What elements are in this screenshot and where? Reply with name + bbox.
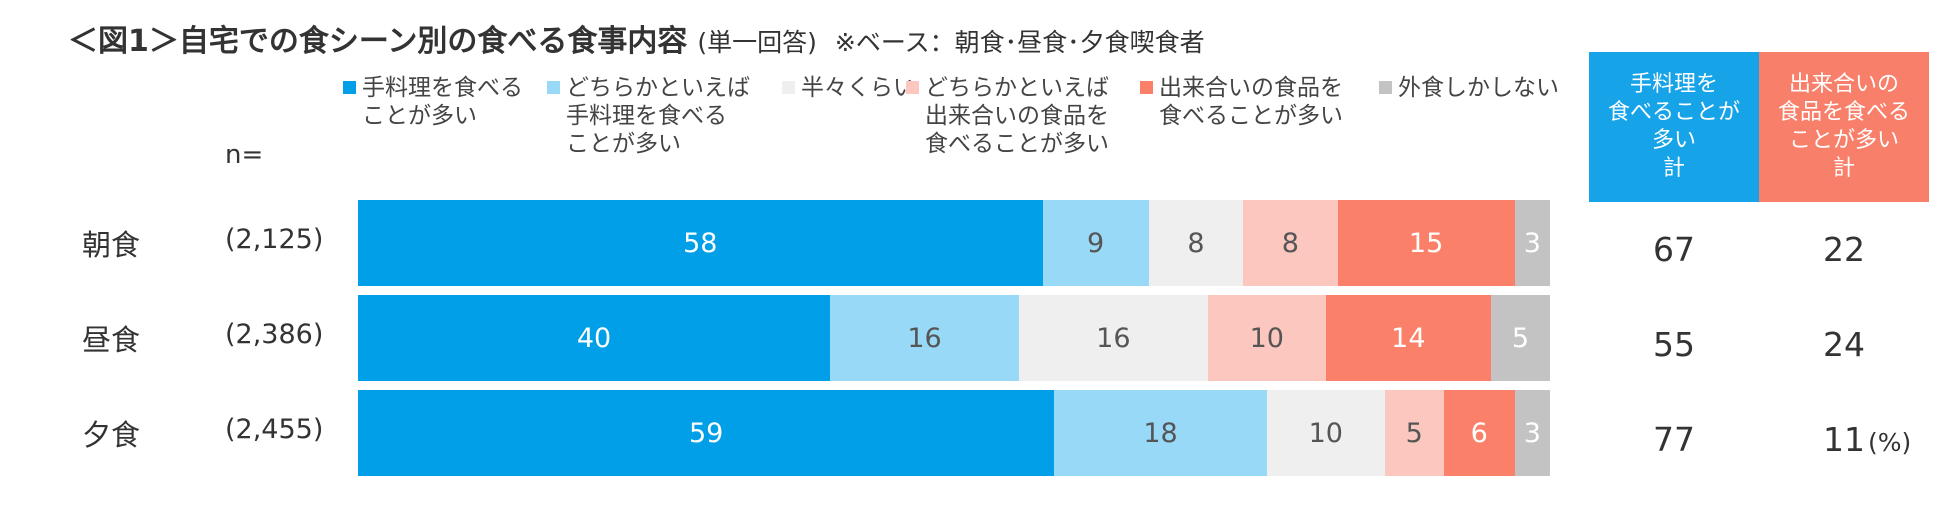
bar-segment-eat_out: 3: [1514, 200, 1550, 286]
summary-header-handmade: 手料理を 食べることが 多い 計: [1589, 52, 1759, 202]
bar-segment-eat_out: 5: [1490, 295, 1550, 381]
bar-segment-lean_ready: 10: [1207, 295, 1326, 381]
summary-total-ready: 24: [1823, 325, 1865, 364]
chart-title-main: ＜図1＞自宅での食シーン別の食べる食事内容: [68, 24, 688, 59]
summary-total-handmade: 67: [1653, 230, 1695, 269]
bar-segment-handmade: 40: [358, 295, 831, 381]
bar-segment-ready: 14: [1325, 295, 1491, 381]
legend-label-lean_handmade: どちらかといえば 手料理を食べる ことが多い: [566, 75, 750, 157]
chart-title-base: ※ベース：朝食･昼食･夕食喫食者: [834, 28, 1205, 57]
n-label: n=: [225, 140, 264, 170]
bar-segment-eat_out: 3: [1514, 390, 1550, 476]
legend-swatch-eat_out: [1379, 81, 1392, 94]
stacked-bar: 59 18 10 5 6 3: [358, 390, 1550, 476]
bar-segment-lean_handmade: 18: [1054, 390, 1267, 476]
chart-title: ＜図1＞自宅での食シーン別の食べる食事内容 (単一回答) ※ベース：朝食･昼食･夕食…: [68, 16, 1205, 60]
legend-label-lean_ready: どちらかといえば 出来合いの食品を 食べることが多い: [925, 75, 1109, 157]
summary-total-ready: 22: [1823, 230, 1865, 269]
bar-segment-ready: 6: [1443, 390, 1515, 476]
chart-title-sub: (単一回答): [697, 28, 817, 57]
legend-label-ready: 出来合いの食品を 食べることが多い: [1159, 75, 1343, 129]
bar-segment-lean_ready: 8: [1243, 200, 1338, 286]
row-sample-size: (2,125): [225, 224, 324, 255]
summary-total-handmade: 55: [1653, 325, 1695, 364]
legend-swatch-ready: [1140, 81, 1153, 94]
bar-segment-lean_handmade: 9: [1042, 200, 1149, 286]
bar-segment-ready: 15: [1337, 200, 1515, 286]
bar-segment-lean_ready: 5: [1384, 390, 1444, 476]
summary-header-ready: 出来合いの 食品を食べる ことが多い 計: [1759, 52, 1929, 202]
bar-segment-half: 8: [1148, 200, 1244, 286]
bar-segment-half: 10: [1266, 390, 1385, 476]
bar-segment-lean_handmade: 16: [830, 295, 1019, 381]
row-label: 朝食: [82, 228, 141, 262]
legend-swatch-handmade: [343, 81, 356, 94]
row-label: 昼食: [82, 323, 141, 357]
percent-unit-label: (%): [1868, 428, 1912, 457]
bar-segment-handmade: 59: [358, 390, 1055, 476]
row-label: 夕食: [82, 418, 141, 452]
legend-label-half: 半々くらい: [801, 75, 916, 101]
summary-total-handmade: 77: [1653, 420, 1695, 459]
bar-segment-handmade: 58: [358, 200, 1043, 286]
stacked-bar: 40 16 16 10 14 5: [358, 295, 1550, 381]
stacked-bar: 58 9 8 8 15 3: [358, 200, 1550, 286]
legend-swatch-half: [782, 81, 795, 94]
legend-swatch-lean_ready: [906, 81, 919, 94]
summary-total-ready: 11: [1823, 420, 1865, 459]
legend-label-eat_out: 外食しかしない: [1398, 75, 1559, 101]
bar-segment-half: 16: [1018, 295, 1208, 381]
legend-label-handmade: 手料理を食べる ことが多い: [362, 75, 523, 129]
legend-swatch-lean_handmade: [547, 81, 560, 94]
row-sample-size: (2,455): [225, 414, 324, 445]
row-sample-size: (2,386): [225, 319, 324, 350]
